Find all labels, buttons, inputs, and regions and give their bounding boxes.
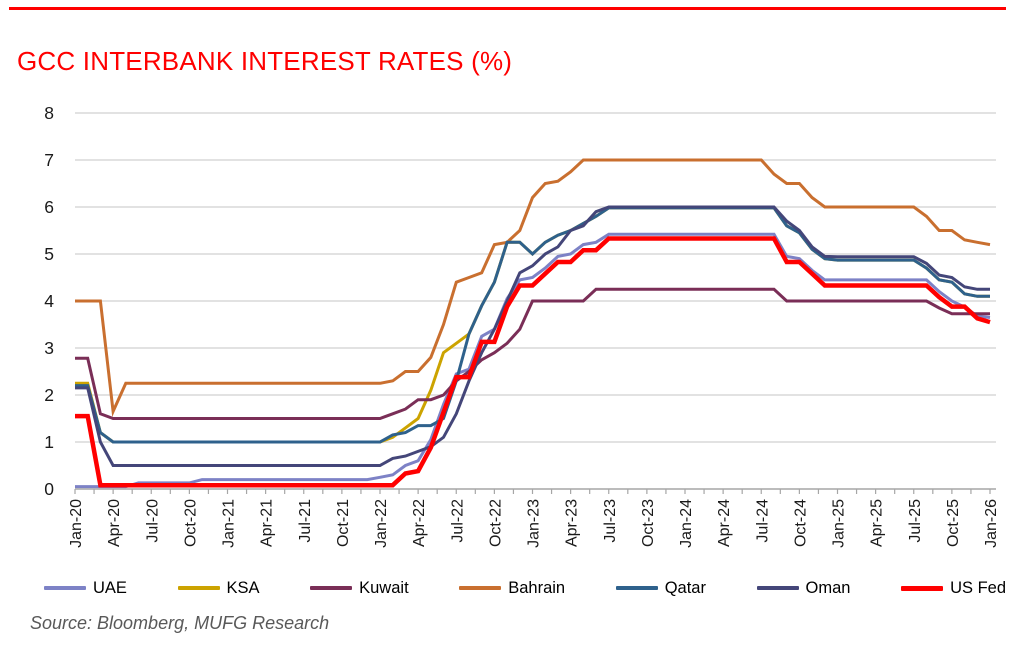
series-line-ksa: [75, 206, 990, 444]
x-axis-label: Jan-21: [221, 499, 238, 548]
x-axis-label: Oct-24: [792, 499, 809, 547]
legend-label: Bahrain: [508, 578, 566, 597]
top-red-rule: [9, 7, 1006, 10]
x-axis-label: Jul-23: [602, 499, 619, 543]
x-axis-label: Jul-22: [449, 499, 466, 543]
x-axis-label: Oct-20: [182, 499, 199, 547]
x-axis-label: Jan-22: [373, 499, 390, 548]
series-line-oman: [75, 205, 990, 467]
legend-label: US Fed: [950, 578, 1006, 597]
series-line-us-fed: [75, 236, 991, 488]
x-axis-label: Jul-20: [144, 499, 161, 543]
chart-title: GCC INTERBANK INTEREST RATES (%): [17, 46, 513, 76]
y-axis-label: 6: [44, 197, 54, 217]
legend-label: KSA: [226, 578, 260, 597]
x-axis-label: Jul-24: [754, 499, 771, 543]
legend-swatch-icon: [459, 586, 502, 590]
x-axis-label: Jan-25: [831, 499, 848, 548]
x-axis-label: Jul-21: [297, 499, 314, 543]
x-axis-label: Jul-25: [907, 499, 924, 543]
x-axis-label: Apr-24: [716, 499, 733, 547]
legend-item-oman: Oman: [756, 578, 851, 598]
x-axis-label: Apr-20: [106, 499, 123, 547]
y-axis-label: 5: [44, 244, 54, 264]
series-line-bahrain: [75, 158, 991, 417]
legend-item-kuwait: Kuwait: [310, 579, 409, 598]
legend-label: Qatar: [664, 578, 706, 597]
legend-item-ksa: KSA: [177, 578, 260, 598]
legend-item-us-fed: US Fed: [901, 579, 1006, 598]
series-line-qatar: [75, 206, 990, 444]
legend-swatch-icon: [901, 585, 944, 591]
y-axis-label: 2: [44, 385, 54, 405]
y-axis-label: 3: [44, 338, 54, 358]
y-axis-label: 7: [44, 150, 54, 170]
y-axis-label: 8: [44, 103, 54, 123]
x-axis-label: Jan-24: [678, 499, 695, 548]
y-axis-label: 4: [44, 291, 54, 311]
x-axis-label: Apr-25: [869, 499, 886, 547]
y-axis-label: 1: [44, 432, 54, 452]
legend-label: Kuwait: [359, 578, 409, 597]
series-line-kuwait: [75, 287, 990, 420]
interest-rate-line-chart: 0 1 2 3 4 5 6 7 8 Jan-20 Apr-20 Jul-20 Oct-20 Jan-21 A…: [44, 103, 1000, 548]
x-axis-label: Oct-22: [487, 499, 504, 547]
legend-swatch-icon: [756, 586, 799, 590]
legend-label: UAE: [93, 578, 127, 597]
legend-item-uae: UAE: [44, 579, 127, 598]
y-axis-label: 0: [44, 479, 54, 499]
legend-swatch-icon: [44, 586, 86, 590]
legend-item-bahrain: Bahrain: [459, 579, 565, 598]
legend-swatch-icon: [310, 586, 353, 590]
x-axis-label: Jan-20: [68, 499, 85, 548]
x-axis-label: Jan-26: [983, 499, 1000, 548]
x-axis-label: Oct-23: [640, 499, 657, 547]
legend-swatch-icon: [177, 586, 220, 590]
x-axis-label: Apr-22: [411, 499, 428, 547]
legend-item-qatar: Qatar: [615, 578, 706, 598]
x-axis-label: Oct-21: [335, 499, 352, 547]
x-axis-label: Jan-23: [526, 499, 543, 548]
x-axis-label: Oct-25: [945, 499, 962, 547]
series-line-uae: [75, 232, 991, 489]
chart-legend: UAE KSA Kuwait Bahrain Qatar Oman US Fed: [44, 577, 1006, 599]
source-note: Source: Bloomberg, MUFG Research: [30, 613, 330, 633]
legend-swatch-icon: [615, 586, 658, 590]
x-axis-label: Apr-23: [564, 499, 581, 547]
x-axis-label: Apr-21: [259, 499, 276, 547]
legend-label: Oman: [805, 578, 851, 597]
